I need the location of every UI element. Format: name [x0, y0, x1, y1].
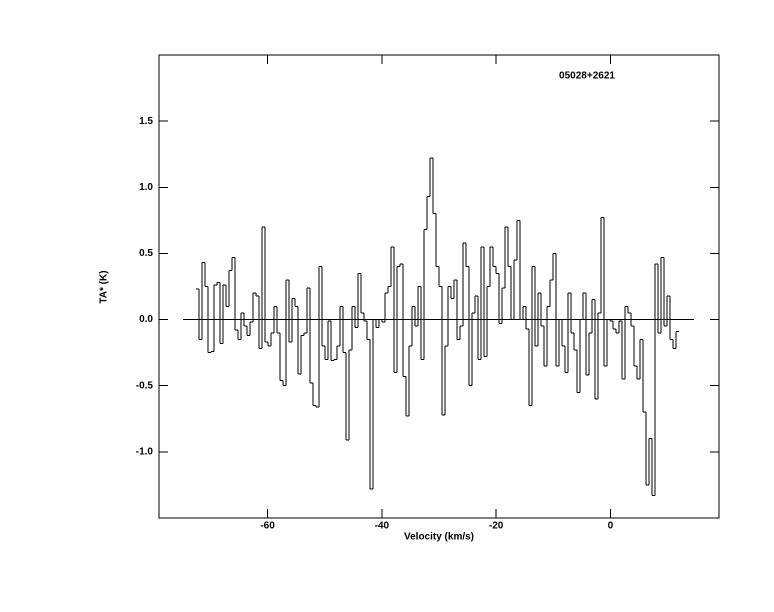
y-axis-label: TA* (K)	[99, 270, 110, 303]
x-tick-label: -40	[375, 521, 390, 532]
y-tick-label: -0.5	[136, 380, 154, 391]
y-tick-label: 0.0	[139, 314, 153, 325]
y-tick-label: 0.5	[139, 248, 153, 259]
x-axis-label: Velocity (km/s)	[404, 532, 474, 543]
annotation: 05028+2621	[559, 71, 615, 82]
y-tick-label: 1.5	[139, 116, 153, 127]
y-tick-label: 1.0	[139, 182, 153, 193]
plot-frame	[158, 54, 720, 519]
x-tick-label: 0	[608, 521, 614, 532]
x-tick-label: -20	[489, 521, 504, 532]
x-tick-label: -60	[260, 521, 275, 532]
y-tick-label: -1.0	[136, 446, 154, 457]
